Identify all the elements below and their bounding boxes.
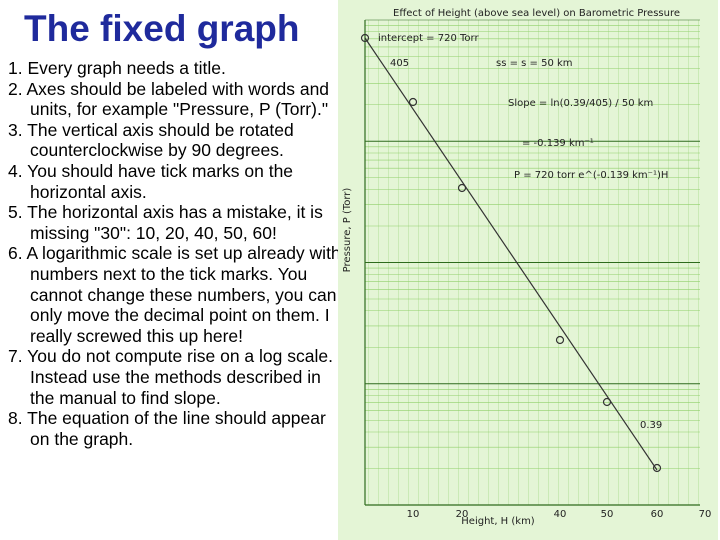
y-axis-label: Pressure, P (Torr) bbox=[342, 188, 353, 273]
x-tick-label: 40 bbox=[554, 509, 567, 520]
graph-title: Effect of Height (above sea level) on Ba… bbox=[393, 8, 680, 19]
list-item: 7. You do not compute rise on a log scal… bbox=[8, 346, 333, 408]
intercept: intercept = 720 Torr bbox=[378, 33, 479, 44]
point-label: 405 bbox=[390, 58, 409, 69]
x-tick-label: 50 bbox=[601, 509, 614, 520]
list-item: 5. The horizontal axis has a mistake, it… bbox=[8, 202, 323, 243]
x-ticks: 10 20 40 50 60 70 bbox=[407, 509, 712, 520]
list-item: 1. Every graph needs a title. bbox=[8, 58, 226, 78]
x-axis-label: Height, H (km) bbox=[461, 516, 535, 527]
points bbox=[360, 33, 662, 473]
list-item: 6. A logarithmic scale is set up already… bbox=[8, 243, 341, 346]
x-tick-label: 10 bbox=[407, 509, 420, 520]
list-item: 8. The equation of the line should appea… bbox=[8, 408, 326, 449]
x-tick-label: 20 bbox=[456, 509, 469, 520]
run-label: ss = s = 50 km bbox=[496, 58, 573, 69]
equation: P = 720 torr e^(-0.139 km⁻¹)H bbox=[514, 170, 668, 181]
slope-value: = -0.139 km⁻¹ bbox=[522, 138, 594, 149]
list-item: 4. You should have tick marks on the hor… bbox=[8, 160, 294, 202]
fit-line bbox=[364, 37, 658, 471]
point-label: 0.39 bbox=[640, 420, 662, 431]
log-grid bbox=[365, 19, 700, 506]
x-tick-label: 70 bbox=[699, 509, 712, 520]
slope-label: Slope = ln(0.39/405) / 50 km bbox=[508, 98, 653, 109]
list-item: 2. Axes should be labeled with words and… bbox=[8, 78, 330, 120]
slide-title: The fixed graph bbox=[24, 8, 300, 49]
graph: Effect of Height (above sea level) on Ba… bbox=[338, 0, 718, 540]
list-item: 3. The vertical axis should be rotated c… bbox=[8, 119, 294, 161]
item-list: 1. Every graph needs a title. 2. Axes sho… bbox=[8, 58, 344, 449]
x-tick-label: 60 bbox=[651, 509, 664, 520]
